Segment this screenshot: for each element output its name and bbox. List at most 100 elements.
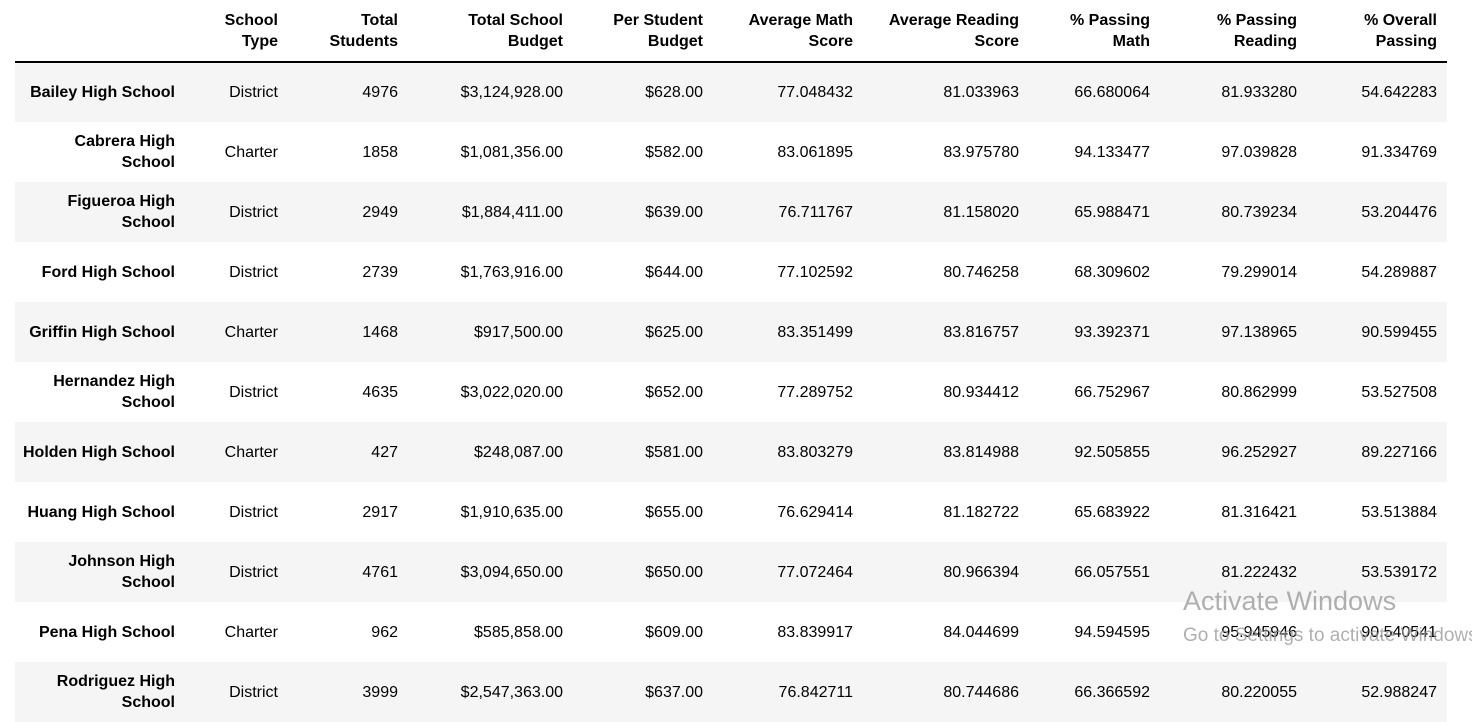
column-header: Average Reading Score — [888, 12, 1019, 50]
table-cell: $637.00 — [645, 683, 703, 701]
table-cell: $1,884,411.00 — [461, 203, 563, 221]
table-row: Holden High School Charter 427 $248,087.00 $… — [15, 422, 1447, 482]
row-label: Rodriguez High School — [56, 673, 175, 711]
table-cell: 53.513884 — [1361, 503, 1437, 521]
table-cell: 97.039828 — [1221, 143, 1297, 161]
table-cell: 77.072464 — [777, 563, 853, 581]
table-cell: 77.048432 — [777, 84, 853, 101]
table-cell: 93.392371 — [1074, 323, 1150, 341]
table-cell: $3,022,020.00 — [460, 383, 563, 401]
table-cell: District — [229, 503, 278, 521]
table-cell: 54.289887 — [1361, 263, 1437, 281]
table-cell: District — [229, 383, 278, 401]
column-header: Total Students — [329, 12, 398, 50]
column-header: Total School Budget — [468, 12, 563, 50]
column-header: % Passing Math — [1069, 12, 1150, 50]
table-cell: District — [229, 683, 278, 701]
row-label: Hernandez High School — [53, 373, 175, 411]
table-cell: 83.816757 — [943, 323, 1019, 341]
table-cell: 53.539172 — [1361, 563, 1437, 581]
table-cell: $2,547,363.00 — [460, 683, 563, 701]
table-cell: 2917 — [362, 503, 398, 521]
table-cell: 95.945946 — [1221, 623, 1297, 641]
table-cell: Charter — [224, 623, 278, 641]
table-cell: 83.061895 — [777, 143, 853, 161]
watermark-subtitle: Go to Settings to activate Windows. — [1183, 625, 1472, 646]
table-row: Huang High School District 2917 $1,910,635.… — [15, 482, 1447, 542]
table-cell: $585,858.00 — [474, 623, 563, 641]
table-cell: 89.227166 — [1361, 443, 1437, 461]
table-row: Bailey High School District 4976 $3,124,928… — [15, 62, 1447, 122]
table-cell: 90.599455 — [1361, 323, 1437, 341]
row-label: Johnson High School — [68, 553, 175, 591]
table-row: Cabrera High School Charter 1858 $1,081,356… — [15, 122, 1447, 182]
row-label: Cabrera High School — [74, 133, 175, 171]
table-cell: 81.933280 — [1221, 84, 1297, 101]
table-row: Rodriguez High School District 3999 $2,547,… — [15, 662, 1447, 722]
table-cell: 66.752967 — [1074, 383, 1150, 401]
column-header: Per Student Budget — [613, 12, 703, 50]
table-cell: 81.033963 — [943, 84, 1019, 101]
table-cell: 52.988247 — [1361, 683, 1437, 701]
table-cell: 1858 — [362, 143, 398, 161]
table-cell: 80.739234 — [1221, 203, 1297, 221]
table-cell: 80.934412 — [943, 383, 1019, 401]
table-cell: 1468 — [362, 323, 398, 341]
table-cell: 65.683922 — [1074, 503, 1150, 521]
table-cell: 4761 — [362, 563, 398, 581]
table-cell: Charter — [224, 143, 278, 161]
page: School Type Total Students Total School Bu… — [15, 0, 1472, 711]
table-cell: 68.309602 — [1074, 263, 1150, 281]
table-cell: $1,763,916.00 — [460, 263, 563, 281]
table-cell: 66.680064 — [1074, 84, 1150, 101]
table-cell: District — [229, 203, 278, 221]
table-cell: 96.252927 — [1221, 443, 1297, 461]
column-header: School Type — [224, 12, 278, 50]
table-cell: 76.842711 — [778, 683, 853, 701]
table-cell: 3999 — [362, 683, 398, 701]
table-cell: 2949 — [362, 203, 398, 221]
table-cell: $3,124,928.00 — [460, 84, 563, 101]
table-cell: Charter — [224, 443, 278, 461]
table-cell: 80.220055 — [1221, 683, 1297, 701]
table-cell: 53.527508 — [1361, 383, 1437, 401]
column-header: % Passing Reading — [1216, 12, 1297, 50]
table-cell: 77.289752 — [777, 383, 853, 401]
table-cell: $1,910,635.00 — [460, 503, 563, 521]
table-cell: 90.540541 — [1361, 623, 1437, 641]
table-cell: 80.744686 — [943, 683, 1019, 701]
index-header — [15, 0, 185, 62]
table-cell: 427 — [371, 443, 398, 461]
row-label: Holden High School — [23, 443, 175, 461]
table-cell: $650.00 — [645, 563, 703, 581]
table-row: Ford High School District 2739 $1,763,916.0… — [15, 242, 1447, 302]
table-cell: 77.102592 — [777, 263, 853, 281]
table-cell: $625.00 — [645, 323, 703, 341]
table-body: Bailey High School District 4976 $3,124,928… — [15, 62, 1447, 722]
table-cell: 76.629414 — [777, 503, 853, 521]
table-row: Hernandez High School District 4635 $3,022,… — [15, 362, 1447, 422]
row-label: Ford High School — [41, 263, 175, 281]
table-cell: $3,094,650.00 — [460, 563, 563, 581]
watermark-title: Activate Windows — [1183, 586, 1397, 616]
table-cell: 92.505855 — [1074, 443, 1150, 461]
table-cell: 84.044699 — [943, 623, 1019, 641]
table-cell: 4976 — [362, 84, 398, 101]
table-cell: 97.138965 — [1221, 323, 1297, 341]
table-cell: 54.642283 — [1361, 84, 1437, 101]
table-cell: $917,500.00 — [474, 323, 563, 341]
table-row: Johnson High School District 4761 $3,094,65… — [15, 542, 1447, 602]
table-cell: 66.366592 — [1074, 683, 1150, 701]
table-cell: $581.00 — [645, 443, 703, 461]
table-cell: $582.00 — [645, 143, 703, 161]
row-label: Griffin High School — [29, 323, 175, 341]
table-cell: 80.746258 — [943, 263, 1019, 281]
table-cell: 83.814988 — [943, 443, 1019, 461]
column-header: Average Math Score — [748, 12, 853, 50]
table-cell: District — [229, 563, 278, 581]
table-cell: 83.839917 — [777, 623, 853, 641]
table-cell: $609.00 — [645, 623, 703, 641]
table-cell: 94.133477 — [1074, 143, 1150, 161]
row-label: Figueroa High School — [67, 193, 175, 231]
table-cell: $644.00 — [645, 263, 703, 281]
